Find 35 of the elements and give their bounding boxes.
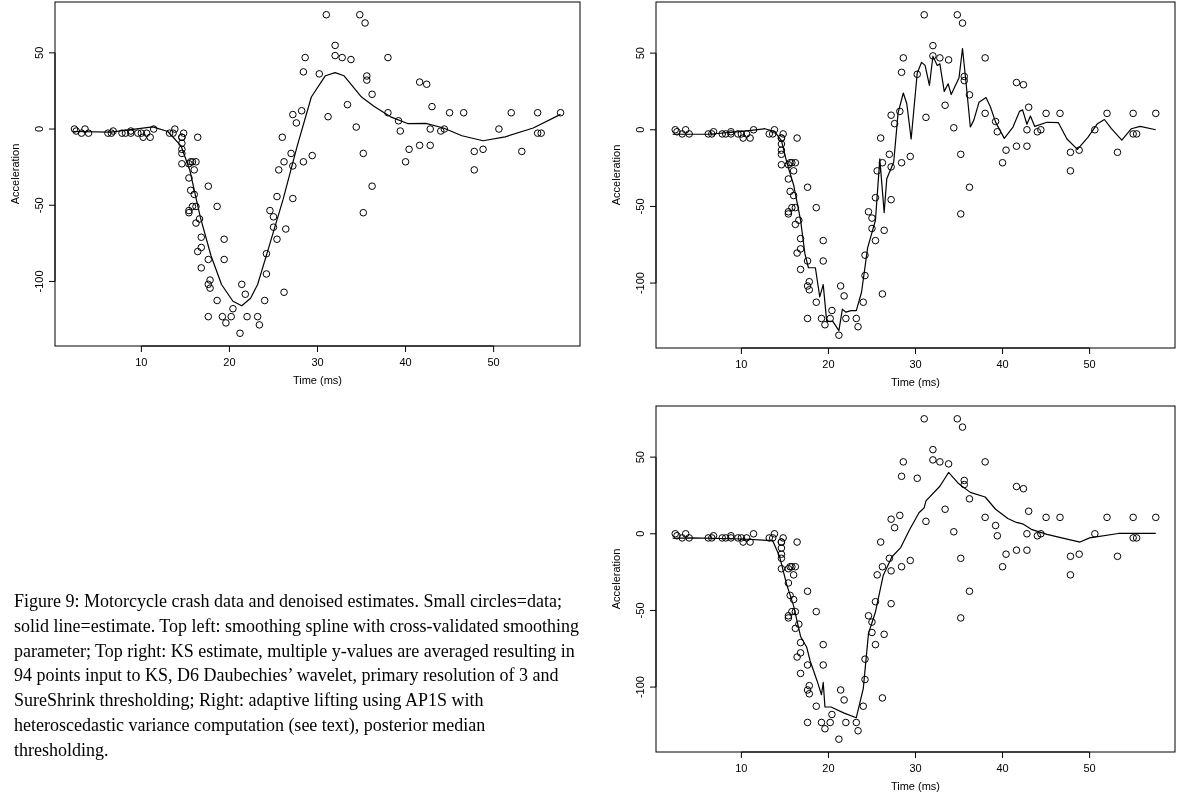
x-axis-title: Time (ms) xyxy=(890,376,941,388)
y-tick-label: 50 xyxy=(634,47,646,60)
x-tick-label: 10 xyxy=(135,356,148,368)
y-tick-label: 0 xyxy=(634,530,646,537)
x-tick-label: 50 xyxy=(1083,358,1096,370)
y-tick-label: 50 xyxy=(634,451,646,464)
x-tick-label: 20 xyxy=(822,358,835,370)
caption: Figure 9: Motorcycle crash data and denoised estimates. Small circles=data; solid line=estimate. Top left: smoothing spline with cross-validated smoothing parameter; Top right: KS estimate, multiple y-values are averaged resulting in 94 points input to KS, D6 Daubechies’ wavelet, primary resolution of 3 and SureShrink thresholding; Right: adaptive lifting using AP1S with heteroscedastic variance computation (see text), posterior median thresholding. xyxy=(14,591,579,760)
x-axis-title: Time (ms) xyxy=(292,374,343,386)
y-tick-label: -50 xyxy=(634,198,646,215)
x-tick-label: 10 xyxy=(735,762,748,774)
x-tick-label: 50 xyxy=(487,356,500,368)
x-tick-label: 30 xyxy=(311,356,324,368)
line-series xyxy=(72,72,562,307)
x-tick-label: 40 xyxy=(399,356,412,368)
x-tick-label: 20 xyxy=(822,762,835,774)
x-tick-label: 40 xyxy=(996,358,1009,370)
y-tick-label: -100 xyxy=(33,270,45,293)
x-tick-label: 20 xyxy=(223,356,236,368)
x-tick-label: 30 xyxy=(909,358,922,370)
y-tick-label: -100 xyxy=(634,272,646,295)
y-tick-label: -50 xyxy=(33,197,45,214)
x-tick-label: 10 xyxy=(735,358,748,370)
x-tick-label: 40 xyxy=(996,762,1009,774)
x-tick-label: 50 xyxy=(1083,762,1096,774)
x-axis-title: Time (ms) xyxy=(890,780,941,792)
y-tick-label: 0 xyxy=(33,125,45,133)
y-axis-title: Acceleration xyxy=(610,144,622,206)
y-axis-title: Acceleration xyxy=(610,548,622,610)
y-tick-label: -50 xyxy=(634,602,646,619)
y-tick-label: -100 xyxy=(634,676,646,699)
x-tick-label: 30 xyxy=(909,762,922,774)
y-axis-title: Acceleration xyxy=(9,143,21,205)
y-tick-label: 50 xyxy=(33,46,45,59)
y-tick-label: 0 xyxy=(634,126,646,133)
